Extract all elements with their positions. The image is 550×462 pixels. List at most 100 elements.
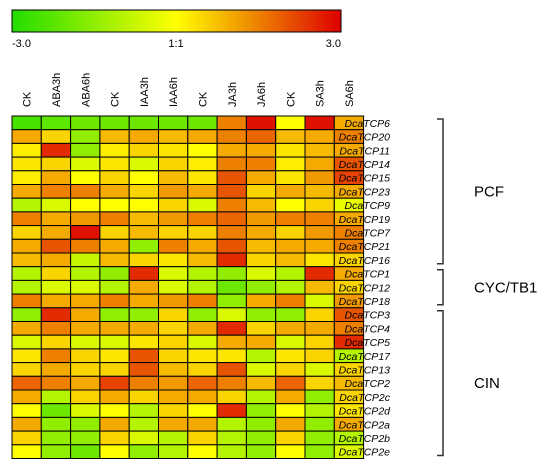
heatmap-cell [11, 348, 42, 364]
heatmap-cell [99, 348, 130, 364]
heatmap-cell [11, 416, 42, 432]
heatmap-cell [158, 375, 189, 391]
row-label: DcaTCP23 [339, 186, 391, 198]
heatmap-cell [70, 225, 101, 240]
heatmap-cell [11, 266, 42, 281]
heatmap-cell [275, 321, 306, 336]
heatmap-cell [40, 444, 72, 459]
heatmap-cell [128, 334, 159, 350]
color-scale-bar [11, 9, 342, 33]
heatmap-cell [216, 238, 247, 254]
heatmap-cell [158, 416, 189, 432]
heatmap-cell [99, 184, 130, 199]
heatmap-cell [11, 362, 42, 377]
heatmap-cell [187, 129, 218, 144]
heatmap-cell [187, 238, 218, 254]
heatmap-cell [216, 362, 247, 377]
heatmap-cell [11, 142, 42, 158]
heatmap-cell [40, 348, 72, 364]
heatmap-cell [304, 170, 335, 186]
heatmap-cell [128, 321, 159, 336]
heatmap-cell [11, 156, 42, 172]
heatmap-cell [216, 115, 247, 131]
heatmap-cells [11, 115, 365, 459]
heatmap-cell [216, 348, 247, 364]
heatmap-cell [99, 129, 130, 144]
heatmap-cell [158, 266, 189, 281]
heatmap-cell [304, 321, 335, 336]
row-label: DcaTCP2a [339, 419, 391, 431]
heatmap-cell [158, 403, 189, 418]
heatmap-cell [275, 238, 306, 254]
heatmap-cell [275, 184, 306, 199]
heatmap-cell [275, 307, 306, 322]
heatmap-cell [216, 444, 247, 459]
heatmap-cell [158, 142, 189, 158]
color-scale-max-label: 3.0 [326, 38, 341, 50]
heatmap-cell [70, 348, 101, 364]
heatmap-cell [158, 321, 189, 336]
heatmap-cell [275, 389, 306, 405]
heatmap-cell [187, 444, 218, 459]
group-label: PCF [474, 183, 504, 200]
row-label: DcaTCP2c [339, 392, 391, 404]
heatmap-cell [304, 238, 335, 254]
heatmap-cell [11, 389, 42, 405]
column-labels: CK ABA3h ABA6h CK IAA3h IAA6h CK JA3h JA6h CK SA3h… [22, 73, 356, 107]
heatmap-cell [11, 430, 42, 446]
heatmap-cell [70, 156, 101, 172]
heatmap-cell [216, 375, 247, 391]
heatmap-cell [40, 252, 72, 268]
heatmap-cell [216, 389, 247, 405]
heatmap-cell [99, 266, 130, 281]
heatmap-cell [99, 444, 130, 459]
heatmap-cell [245, 238, 277, 254]
heatmap-cell [128, 197, 159, 213]
heatmap-cell [275, 115, 306, 131]
heatmap-cell [304, 156, 335, 172]
heatmap-cell [128, 211, 159, 227]
heatmap-cell [187, 170, 218, 186]
heatmap-cell [187, 430, 218, 446]
heatmap-cell [70, 334, 101, 350]
heatmap-cell [187, 184, 218, 199]
heatmap-cell [158, 115, 189, 131]
row-label: DcaTCP2b [339, 433, 391, 445]
heatmap-cell [275, 416, 306, 432]
heatmap-cell [70, 375, 101, 391]
heatmap-cell [11, 238, 42, 254]
heatmap-cell [158, 334, 189, 350]
heatmap-cell [99, 430, 130, 446]
heatmap-cell [245, 115, 277, 131]
heatmap-cell [187, 156, 218, 172]
heatmap-cell [187, 307, 218, 322]
row-label: DcaTCP17 [339, 351, 392, 363]
heatmap-cell [216, 279, 247, 295]
row-label: DcaTCP6 [344, 118, 390, 130]
heatmap-cell [99, 142, 130, 158]
heatmap-cell [99, 389, 130, 405]
heatmap-cell [304, 444, 335, 459]
row-label: DcaTCP20 [339, 132, 391, 144]
heatmap-cell [245, 142, 277, 158]
heatmap-cell [304, 252, 335, 268]
heatmap-cell [187, 266, 218, 281]
heatmap-cell [70, 197, 101, 213]
heatmap-cell [128, 307, 159, 322]
heatmap-cell [304, 403, 335, 418]
heatmap-cell [187, 348, 218, 364]
heatmap-cell [158, 225, 189, 240]
heatmap-cell [245, 362, 277, 377]
heatmap-cell [187, 197, 218, 213]
heatmap-cell [158, 307, 189, 322]
heatmap-cell [11, 211, 42, 227]
heatmap-cell [304, 129, 335, 144]
heatmap-cell [70, 115, 101, 131]
group-bracket [437, 268, 444, 306]
heatmap-cell [158, 170, 189, 186]
heatmap-cell [275, 279, 306, 295]
row-label: DcaTCP2e [339, 447, 391, 459]
heatmap-cell [70, 293, 101, 309]
heatmap-cell [128, 129, 159, 144]
